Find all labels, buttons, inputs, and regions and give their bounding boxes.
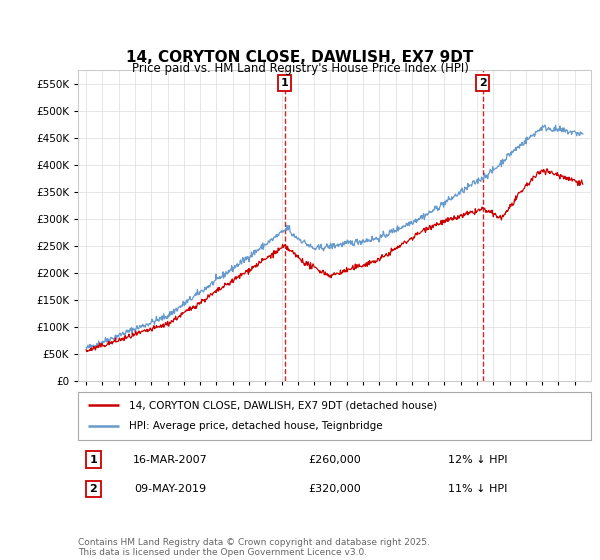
Text: 2: 2 <box>89 484 97 494</box>
Text: 11% ↓ HPI: 11% ↓ HPI <box>448 484 508 494</box>
Text: 14, CORYTON CLOSE, DAWLISH, EX7 9DT (detached house): 14, CORYTON CLOSE, DAWLISH, EX7 9DT (det… <box>130 400 437 410</box>
Text: HPI: Average price, detached house, Teignbridge: HPI: Average price, detached house, Teig… <box>130 421 383 431</box>
Text: Price paid vs. HM Land Registry's House Price Index (HPI): Price paid vs. HM Land Registry's House … <box>131 62 469 76</box>
Text: Contains HM Land Registry data © Crown copyright and database right 2025.
This d: Contains HM Land Registry data © Crown c… <box>78 538 430 557</box>
Text: 1: 1 <box>281 78 289 88</box>
Text: £260,000: £260,000 <box>308 455 361 465</box>
Text: £320,000: £320,000 <box>308 484 361 494</box>
Text: 14, CORYTON CLOSE, DAWLISH, EX7 9DT: 14, CORYTON CLOSE, DAWLISH, EX7 9DT <box>127 50 473 65</box>
Text: 1: 1 <box>89 455 97 465</box>
Text: 12% ↓ HPI: 12% ↓ HPI <box>448 455 508 465</box>
Text: 16-MAR-2007: 16-MAR-2007 <box>133 455 208 465</box>
Text: 09-MAY-2019: 09-MAY-2019 <box>134 484 206 494</box>
Text: 2: 2 <box>479 78 487 88</box>
